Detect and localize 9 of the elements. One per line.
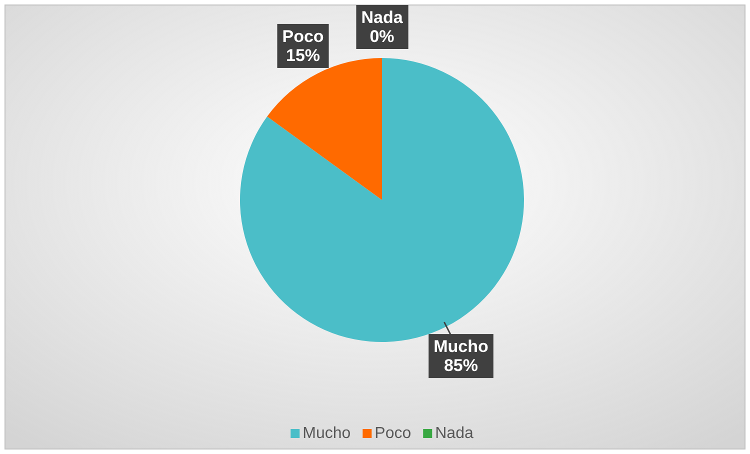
text: 0%	[370, 27, 394, 46]
data-label: 15%	[286, 46, 320, 65]
legend-label: Mucho	[302, 425, 351, 442]
slice-label: Mucho	[434, 337, 488, 356]
category-label: Nada	[361, 8, 403, 27]
slice-label: Poco	[282, 26, 324, 46]
data-label: 85%	[444, 356, 478, 376]
legend-label: Poco	[374, 425, 412, 442]
legend-label: Nada	[435, 425, 474, 442]
